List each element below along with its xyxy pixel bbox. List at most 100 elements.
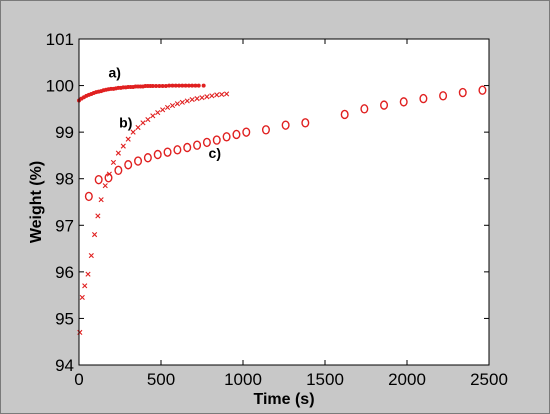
data-point <box>124 160 133 170</box>
data-point <box>164 104 171 111</box>
data-point <box>160 107 166 113</box>
data-point <box>380 100 389 110</box>
data-point <box>163 84 168 89</box>
data-point <box>189 96 195 103</box>
data-point <box>102 183 108 189</box>
data-point <box>82 283 88 289</box>
data-point <box>157 84 162 89</box>
data-point <box>186 83 191 88</box>
y-tick-label: 101 <box>46 30 74 49</box>
x-tick-label: 2000 <box>388 370 426 389</box>
data-point <box>183 142 192 153</box>
x-tick-label: 500 <box>147 370 175 389</box>
data-point <box>209 93 215 99</box>
data-point <box>179 99 185 105</box>
x-tick-label: 1000 <box>224 370 262 389</box>
data-point <box>79 294 85 301</box>
plot-area <box>79 39 489 365</box>
data-point <box>360 104 369 114</box>
data-point <box>143 153 152 163</box>
y-axis-label: Weight (%) <box>28 161 45 243</box>
data-point <box>170 83 175 88</box>
data-point <box>222 132 231 142</box>
data-point <box>114 165 123 176</box>
data-point <box>154 84 159 89</box>
data-point <box>193 83 198 88</box>
data-point <box>160 84 165 89</box>
data-point <box>140 120 146 126</box>
data-point <box>204 94 210 100</box>
data-point <box>199 95 205 101</box>
data-point <box>193 140 202 150</box>
data-point <box>458 87 467 98</box>
data-point <box>261 125 270 135</box>
data-point <box>163 147 172 157</box>
data-point <box>150 113 156 119</box>
data-point <box>196 83 201 88</box>
data-point <box>214 92 220 98</box>
data-point <box>115 150 121 156</box>
data-point <box>340 109 349 120</box>
x-axis-label: Time (s) <box>253 391 314 408</box>
data-point <box>85 271 91 277</box>
data-point <box>224 91 230 97</box>
data-point <box>77 329 83 335</box>
data-point <box>155 109 161 116</box>
data-point <box>478 85 487 95</box>
data-point <box>91 232 98 238</box>
series-c <box>84 85 487 202</box>
data-point <box>98 197 104 203</box>
data-point <box>94 174 103 185</box>
data-point <box>173 145 182 155</box>
data-point <box>419 93 428 104</box>
data-point <box>183 83 188 88</box>
data-point <box>135 124 141 131</box>
data-point <box>439 91 448 101</box>
y-tick-label: 96 <box>55 263 74 282</box>
series-annotation: a) <box>109 65 121 81</box>
data-point <box>201 83 206 88</box>
data-point <box>180 83 185 88</box>
y-tick-label: 94 <box>55 356 74 375</box>
data-point <box>242 127 251 137</box>
series-b <box>77 91 230 335</box>
data-point <box>232 129 241 140</box>
y-tick-label: 97 <box>55 216 74 235</box>
plot-border <box>78 38 490 366</box>
series-a <box>77 83 206 103</box>
data-point <box>145 116 151 123</box>
data-point <box>150 84 155 89</box>
y-tick-label: 95 <box>55 309 74 328</box>
data-point <box>173 83 178 88</box>
data-point <box>177 83 182 88</box>
x-tick-label: 0 <box>74 370 83 389</box>
data-point <box>202 137 211 148</box>
data-point <box>281 120 290 130</box>
data-point <box>399 97 408 107</box>
data-point <box>174 101 180 107</box>
series-annotation: b) <box>119 114 132 130</box>
data-point <box>212 135 221 145</box>
data-point <box>167 83 172 88</box>
data-point <box>169 103 176 109</box>
data-point <box>125 136 131 142</box>
data-point <box>219 91 225 98</box>
y-tick-label: 100 <box>46 77 74 96</box>
data-point <box>134 156 143 166</box>
data-point <box>190 83 195 88</box>
y-tick-label: 99 <box>55 123 74 142</box>
y-tick-label: 98 <box>55 170 74 189</box>
data-point <box>104 173 113 183</box>
x-tick-label: 1500 <box>306 370 344 389</box>
data-point <box>194 96 200 102</box>
data-point <box>301 118 310 128</box>
data-point <box>130 129 136 135</box>
data-point <box>120 143 126 149</box>
x-tick-label: 2500 <box>470 370 508 389</box>
series-annotation: c) <box>209 145 221 161</box>
data-point <box>88 252 94 259</box>
data-point <box>84 191 93 202</box>
data-point <box>184 98 190 104</box>
